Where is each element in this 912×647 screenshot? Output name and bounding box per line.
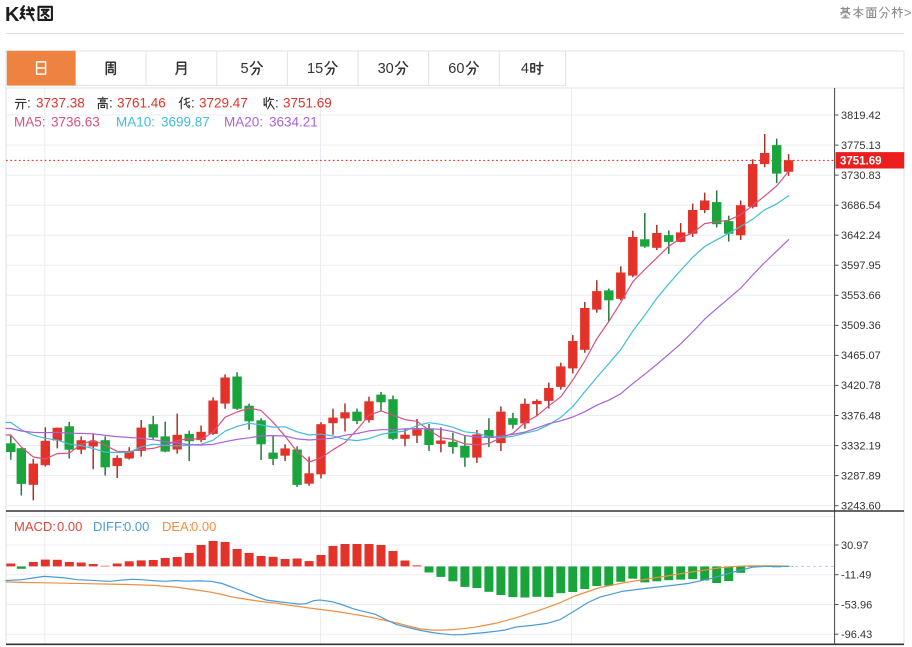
svg-text:30: 30 (378, 61, 394, 77)
svg-text:3737.38: 3737.38 (36, 96, 85, 111)
svg-text::: : (27, 96, 31, 111)
svg-text::: : (191, 96, 195, 111)
svg-text:3761.46: 3761.46 (117, 96, 166, 111)
svg-text::: : (109, 96, 113, 111)
svg-text::: : (275, 96, 279, 111)
svg-text:DEA:: DEA: (162, 519, 192, 534)
svg-text:3465.07: 3465.07 (841, 350, 881, 362)
svg-text:3376.48: 3376.48 (841, 410, 881, 422)
svg-text:K: K (5, 4, 20, 26)
svg-text:3287.89: 3287.89 (841, 470, 881, 482)
svg-text:MA5:: MA5: (14, 115, 46, 130)
svg-text:DIFF:: DIFF: (93, 519, 126, 534)
svg-text:60: 60 (448, 61, 464, 77)
svg-text:3243.60: 3243.60 (841, 501, 881, 513)
svg-text:3553.66: 3553.66 (841, 290, 881, 302)
svg-text:MA10:: MA10: (116, 115, 155, 130)
svg-text:3699.87: 3699.87 (161, 115, 210, 130)
svg-text:3736.63: 3736.63 (51, 115, 100, 130)
svg-text:3775.13: 3775.13 (841, 140, 881, 152)
svg-text:3634.21: 3634.21 (269, 115, 318, 130)
svg-text:3509.36: 3509.36 (841, 320, 881, 332)
svg-text:3751.69: 3751.69 (283, 96, 332, 111)
svg-text:3730.83: 3730.83 (841, 170, 881, 182)
svg-text:>: > (904, 5, 912, 20)
svg-text:3597.95: 3597.95 (841, 260, 881, 272)
svg-text:3332.19: 3332.19 (841, 440, 881, 452)
svg-text:15: 15 (307, 61, 323, 77)
svg-text:4: 4 (521, 61, 529, 77)
svg-text:3819.42: 3819.42 (841, 110, 881, 122)
svg-text:3686.54: 3686.54 (841, 200, 881, 212)
svg-text:0.00: 0.00 (124, 519, 149, 534)
svg-text:5: 5 (241, 61, 249, 77)
svg-text:MACD:: MACD: (14, 519, 56, 534)
svg-text:MA20:: MA20: (224, 115, 263, 130)
svg-text:0.00: 0.00 (57, 519, 82, 534)
svg-text:3420.78: 3420.78 (841, 380, 881, 392)
svg-text:-53.96: -53.96 (841, 599, 872, 611)
svg-text:-11.49: -11.49 (841, 570, 871, 582)
svg-text:3751.69: 3751.69 (840, 155, 882, 167)
svg-text:0.00: 0.00 (191, 519, 216, 534)
svg-text:-96.43: -96.43 (841, 629, 872, 641)
svg-text:3729.47: 3729.47 (199, 96, 248, 111)
svg-text:3642.24: 3642.24 (841, 230, 881, 242)
svg-text:30.97: 30.97 (841, 540, 869, 552)
